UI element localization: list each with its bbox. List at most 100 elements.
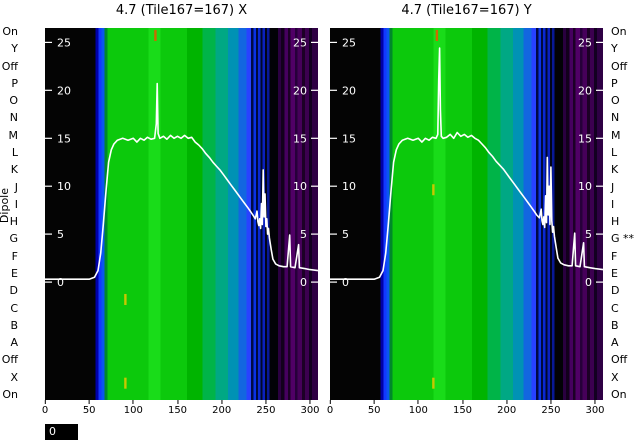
xtick-label: 50 (83, 400, 96, 416)
bandpass-curve (330, 47, 603, 280)
dipole-label: A (611, 336, 619, 350)
dipole-label: B (611, 318, 619, 332)
dipole-label: G (9, 232, 18, 246)
dipole-label: K (611, 163, 619, 177)
dipole-label: I (14, 197, 18, 211)
ytick-label-right: 20 (578, 84, 592, 97)
spectrum-stripe (202, 28, 216, 400)
spectrum-stripe (445, 28, 473, 400)
dipole-label: B (10, 318, 18, 332)
spectrum-stripe (386, 28, 390, 400)
spectrum-stripe (383, 28, 387, 400)
dipole-label: J (611, 180, 615, 194)
spectrum-stripe (589, 28, 595, 400)
ytick-label-left: 5 (57, 228, 64, 241)
dipole-label: C (10, 301, 18, 315)
spectrum-stripe (45, 28, 96, 400)
dipole-label: L (11, 145, 18, 159)
dipole-label: Y (611, 42, 618, 56)
left-dipole-labels: On Y Off P O N M L K J I H G F E D C B A Off X On (0, 26, 18, 400)
spectrum-stripe (523, 28, 532, 400)
ytick-label-left: 20 (57, 84, 71, 97)
dipole-label: I (611, 197, 615, 211)
dipole-label: Off (611, 59, 628, 73)
spectrum-stripe (433, 28, 446, 400)
plot-svg-1: 25 25 20 20 15 15 10 10 5 5 0 0 (330, 28, 603, 400)
spectrum-stripe (380, 28, 384, 400)
dipole-label: P (11, 76, 18, 90)
xticks-1: 0 50 100 150 200 250 300 (327, 400, 605, 420)
ytick-label-right: 10 (578, 180, 592, 193)
spectrum-stripe (246, 28, 251, 400)
spectrum-stripe (187, 28, 203, 400)
spectrum-stripe (290, 28, 296, 400)
ytick-label-left: 10 (57, 180, 71, 193)
ytick-label-right: 15 (578, 132, 592, 145)
spectrum-stripe (569, 28, 573, 400)
ytick-label-left: 15 (342, 132, 356, 145)
spectrum-stripe (160, 28, 188, 400)
dipole-label: D (9, 284, 18, 298)
spectrum-stripe (575, 28, 581, 400)
spectrum-stripe (594, 28, 597, 400)
dipole-label: P (611, 76, 618, 90)
spectrum-stripe (253, 28, 257, 400)
dipole-label: E (611, 266, 618, 280)
spectrum-stripe (330, 28, 381, 400)
xtick-label: 250 (541, 400, 560, 416)
dipole-label: K (10, 163, 18, 177)
ytick-label-left: 25 (57, 36, 71, 49)
xtick-label: 200 (212, 400, 231, 416)
xtick-label: 150 (168, 400, 187, 416)
spectrum-stripe (295, 28, 298, 400)
spectrum-stripe (531, 28, 536, 400)
dipole-label: Y (11, 42, 18, 56)
spectrum-stripe (565, 28, 570, 400)
xtick-label: 150 (453, 400, 472, 416)
ytick-label-right: 5 (585, 228, 592, 241)
dipole-label: On (2, 387, 18, 401)
spectrum-stripe (148, 28, 161, 400)
ytick-label-right: 0 (300, 276, 307, 289)
dipole-label: N (611, 111, 620, 125)
spectrum-stripe (389, 28, 393, 400)
ytick-label-left: 15 (57, 132, 71, 145)
dipole-label: H (9, 215, 18, 229)
spectrum-stripe (101, 28, 105, 400)
ytick-label-right: 15 (293, 132, 307, 145)
xtick-label: 200 (497, 400, 516, 416)
xtick-label: 0 (327, 400, 333, 416)
dipole-label: O (9, 94, 18, 108)
dipole-label: X (10, 370, 18, 384)
spectrum-stripe (278, 28, 281, 400)
spectrum-stripe (309, 28, 312, 400)
spectrum-stripe (563, 28, 566, 400)
xtick-label: 250 (256, 400, 275, 416)
ytick-label-right: 0 (585, 276, 592, 289)
plot-svg-0: 25 25 20 20 15 15 10 10 5 5 0 0 (45, 28, 318, 400)
spectrum-stripe (572, 28, 576, 400)
spectrum-stripe (472, 28, 488, 400)
ytick-label-right: 20 (293, 84, 307, 97)
dipole-label: M (8, 128, 19, 142)
spectrum-stripe (392, 28, 434, 400)
spectrum-stripe (107, 28, 149, 400)
spectrum-stripe (287, 28, 291, 400)
plot-title-x: 4.7 (Tile167=167) X (115, 3, 248, 18)
ytick-label-right: 5 (300, 228, 307, 241)
dipole-label: X (611, 370, 619, 384)
dipole-label: F (11, 249, 18, 263)
spectrum-stripe (95, 28, 99, 400)
dipole-label: G ** (611, 232, 635, 246)
spectrum-stripe (554, 28, 564, 400)
spectrum-stripe (304, 28, 310, 400)
spectrum-stripe (311, 28, 318, 400)
dipole-label: Off (611, 353, 628, 367)
xticks-0: 0 50 100 150 200 250 300 (42, 400, 320, 420)
spectrum-stripe (238, 28, 247, 400)
spectrum-stripe (487, 28, 501, 400)
ytick-label-left: 5 (342, 228, 349, 241)
spectrum-stripe (551, 28, 555, 400)
spectrum-stripe (269, 28, 279, 400)
xtick-label: 50 (368, 400, 381, 416)
